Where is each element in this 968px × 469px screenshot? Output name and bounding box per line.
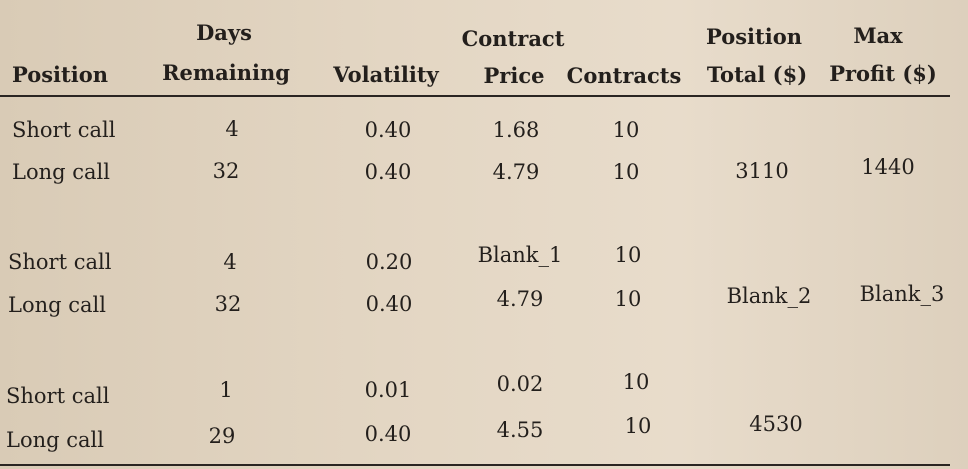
header-rule <box>0 95 950 97</box>
cell-days: 29 <box>208 424 236 448</box>
cell-position: Short call <box>12 118 116 142</box>
cell-position-total: 3110 <box>735 159 789 183</box>
header-position: Position <box>12 62 108 87</box>
cell-position: Long call <box>12 160 110 184</box>
header-contracts: Contracts <box>566 63 682 88</box>
cell-volatility: 0.40 <box>365 292 413 316</box>
header-position-total-line2: Total ($) <box>706 62 808 87</box>
cell-days: 32 <box>214 292 242 316</box>
header-price: Price <box>483 63 545 88</box>
header-max-profit-line2: Profit ($) <box>829 61 937 86</box>
cell-position: Short call <box>8 250 112 274</box>
header-volatility: Volatility <box>333 62 439 87</box>
cell-contracts: 10 <box>624 414 652 438</box>
cell-position: Long call <box>8 293 106 317</box>
cell-price: 4.79 <box>492 160 540 184</box>
cell-days: 4 <box>225 117 239 141</box>
cell-price: 4.55 <box>496 418 544 442</box>
cell-volatility: 0.40 <box>364 118 412 142</box>
cell-days: 4 <box>223 250 237 274</box>
bottom-rule <box>0 464 950 466</box>
header-position-total-line1: Position <box>706 24 802 49</box>
cell-price: 0.02 <box>496 372 544 396</box>
header-days-line1: Days <box>196 20 252 45</box>
cell-contracts: 10 <box>612 118 640 142</box>
cell-position: Short call <box>6 384 110 408</box>
cell-contracts: 10 <box>614 287 642 311</box>
cell-contracts: 10 <box>622 370 650 394</box>
cell-price: Blank_1 <box>477 243 563 267</box>
cell-volatility: 0.01 <box>364 378 412 402</box>
cell-days: 32 <box>212 159 240 183</box>
cell-days: 1 <box>219 378 233 402</box>
cell-price: 4.79 <box>496 287 544 311</box>
header-days-line2: Remaining <box>162 60 290 85</box>
cell-price: 1.68 <box>492 118 540 142</box>
cell-position-total: Blank_2 <box>726 284 812 308</box>
cell-max-profit: Blank_3 <box>859 282 945 306</box>
cell-volatility: 0.20 <box>365 250 413 274</box>
header-max-profit-line1: Max <box>853 23 903 48</box>
header-contract-line1: Contract <box>461 26 565 51</box>
cell-max-profit: 1440 <box>861 155 915 179</box>
cell-position-total: 4530 <box>749 412 803 436</box>
cell-volatility: 0.40 <box>364 422 412 446</box>
cell-contracts: 10 <box>614 243 642 267</box>
cell-contracts: 10 <box>612 160 640 184</box>
cell-position: Long call <box>6 428 104 452</box>
cell-volatility: 0.40 <box>364 160 412 184</box>
